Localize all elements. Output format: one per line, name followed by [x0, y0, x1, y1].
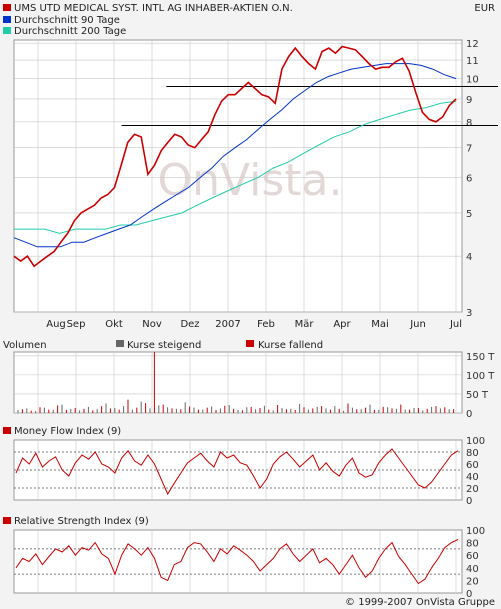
y-tick-label: 11: [466, 56, 479, 67]
x-tick-label: Dez: [180, 319, 199, 330]
y-tick-label: 100: [466, 526, 485, 537]
volume-legend-up: Kurse steigend: [127, 340, 201, 351]
legend-swatch: [3, 27, 11, 34]
volume-title: Volumen: [3, 340, 47, 351]
y-tick-label: 12: [466, 39, 479, 50]
y-tick-label: 80: [466, 448, 479, 459]
mfi-line: [15, 448, 459, 496]
y-tick-label: 60: [466, 460, 479, 471]
y-tick-label: 80: [466, 539, 479, 550]
copyright: © 1999-2007 OnVista Gruppe: [345, 597, 495, 608]
y-tick-label: 40: [466, 472, 479, 483]
y-tick-label: 7: [466, 144, 472, 155]
x-tick-label: Okt: [105, 319, 123, 330]
y-tick-label: 40: [466, 564, 479, 575]
y-tick-label: 8: [466, 118, 472, 129]
currency-label: EUR: [474, 3, 495, 14]
rsi-panel-bg: [13, 529, 463, 594]
y-tick-label: 20: [466, 484, 479, 495]
y-tick-label: 0: [466, 589, 472, 600]
y-tick-label: 5: [466, 209, 472, 220]
y-tick-label: 6: [466, 174, 472, 185]
x-tick-label: Sep: [67, 319, 86, 330]
legend-swatch-down: [246, 340, 254, 347]
x-tick-label: Feb: [257, 319, 275, 330]
x-tick-label: Nov: [142, 319, 162, 330]
x-tick-label: Jun: [409, 319, 426, 330]
price-panel-bg: [13, 39, 463, 313]
x-tick-label: Mai: [371, 319, 389, 330]
ma90-line: [13, 63, 457, 248]
y-tick-label: 100 T: [466, 371, 495, 382]
volume-panel-bg: [13, 351, 463, 414]
x-tick-label: Mär: [295, 319, 315, 330]
price-line: [13, 45, 457, 268]
volume-legend-down: Kurse fallend: [258, 340, 323, 351]
y-tick-label: 50 T: [466, 390, 489, 401]
legend-label: Durchschnitt 90 Tage: [14, 15, 120, 26]
rsi-line: [15, 539, 459, 585]
y-tick-label: 60: [466, 551, 479, 562]
y-tick-label: 100: [466, 436, 485, 447]
x-tick-label: Jul: [449, 319, 462, 330]
rsi-title: Relative Strength Index (9): [14, 516, 149, 527]
y-tick-label: 20: [466, 576, 479, 587]
rsi-swatch: [3, 517, 11, 524]
legend-label: Durchschnitt 200 Tage: [14, 26, 126, 37]
y-tick-label: 150 T: [466, 352, 495, 363]
mfi-title: Money Flow Index (9): [14, 426, 121, 437]
x-tick-label: Apr: [333, 319, 351, 330]
y-tick-label: 0: [466, 496, 472, 507]
legend-label: UMS UTD MEDICAL SYST. INTL AG INHABER-AK…: [14, 3, 293, 14]
legend-swatch: [3, 4, 11, 11]
y-tick-label: 3: [466, 308, 472, 319]
legend-swatch: [3, 16, 11, 23]
ma200-line: [14, 100, 457, 234]
x-tick-label: 2007: [215, 319, 240, 330]
x-tick-label: Aug: [46, 319, 66, 330]
legend-swatch-up: [116, 340, 124, 347]
y-tick-label: 9: [466, 95, 472, 106]
y-tick-label: 4: [466, 252, 472, 263]
y-tick-label: 10: [466, 75, 479, 86]
y-tick-label: 0: [466, 409, 472, 420]
mfi-swatch: [3, 427, 11, 434]
